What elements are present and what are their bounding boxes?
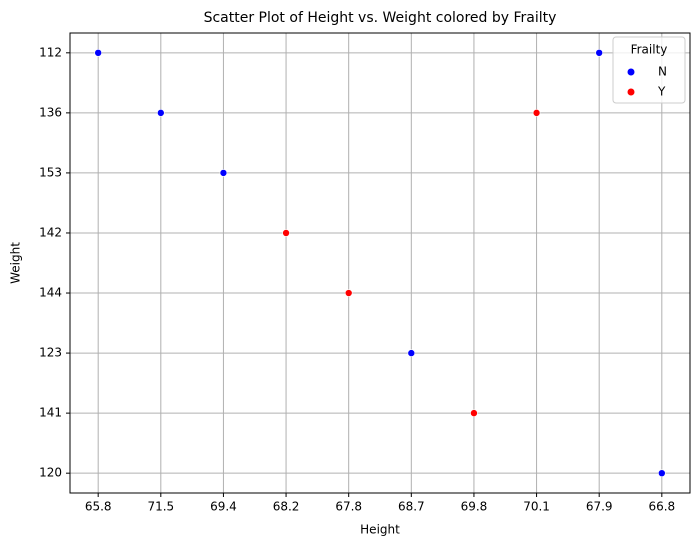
x-tick-label: 66.8 xyxy=(648,500,675,514)
y-tick-label: 142 xyxy=(39,225,62,239)
y-tick-label: 120 xyxy=(39,466,62,480)
point xyxy=(658,469,666,477)
y-tick-label: 153 xyxy=(39,165,62,179)
x-tick-label: 70.1 xyxy=(523,500,550,514)
x-tick-label: 71.5 xyxy=(147,500,174,514)
point xyxy=(282,229,290,237)
y-tick-label: 136 xyxy=(39,105,62,119)
legend-marker xyxy=(627,68,635,76)
x-tick-label: 69.8 xyxy=(461,500,488,514)
point xyxy=(595,49,603,57)
y-axis-title: Weight xyxy=(9,242,23,284)
point xyxy=(344,289,353,297)
legend-marker xyxy=(627,88,635,96)
y-tick-label: 141 xyxy=(39,406,62,420)
point xyxy=(470,409,478,417)
y-tick-label: 144 xyxy=(39,286,62,300)
y-tick-label: 123 xyxy=(39,346,62,360)
point xyxy=(157,109,165,117)
point xyxy=(94,49,102,57)
x-tick-label: 68.2 xyxy=(273,500,300,514)
grid xyxy=(70,33,690,493)
plot-frame xyxy=(69,32,691,494)
x-tick-label: 68.7 xyxy=(398,500,425,514)
legend-label: N xyxy=(658,65,667,79)
x-tick-label: 67.9 xyxy=(586,500,613,514)
x-tick-label: 69.4 xyxy=(210,500,237,514)
legend-box xyxy=(612,36,686,104)
chart-title: Scatter Plot of Height vs. Weight colore… xyxy=(204,10,557,26)
point xyxy=(532,109,541,117)
x-tick-label: 65.8 xyxy=(85,500,112,514)
legend-label: Y xyxy=(657,85,666,99)
y-tick-label: 112 xyxy=(39,45,62,59)
x-tick-label: 67.8 xyxy=(335,500,362,514)
legend-title: Frailty xyxy=(631,43,668,57)
x-axis-title: Height xyxy=(360,523,400,537)
point xyxy=(407,349,416,357)
point xyxy=(219,169,228,177)
